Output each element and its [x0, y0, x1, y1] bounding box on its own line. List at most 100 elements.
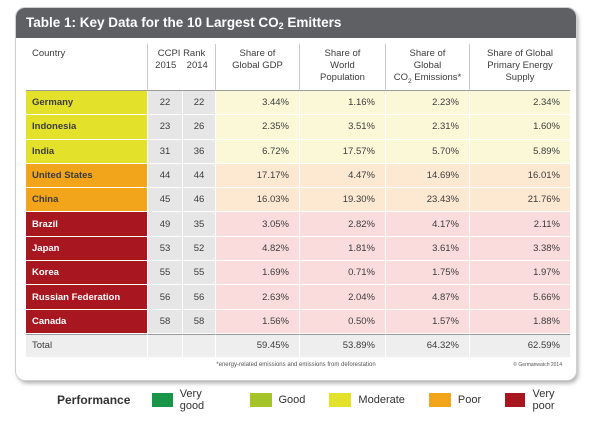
- cell-rank-2014: 35: [182, 212, 215, 237]
- cell-gdp: 1.69%: [215, 261, 299, 286]
- cell-country: Germany: [26, 91, 147, 116]
- table-row: Indonesia 23 26 2.35% 3.51% 2.31% 1.60%: [26, 115, 570, 140]
- total-rank-2015: [147, 333, 182, 358]
- cell-gdp: 3.44%: [215, 91, 299, 116]
- header-gdp-line2: Global GDP: [232, 60, 283, 71]
- cell-rank-2015: 58: [147, 309, 182, 334]
- cell-country: Korea: [26, 261, 147, 286]
- header-energy-line2: Primary Energy: [487, 60, 553, 71]
- cell-population: 4.47%: [299, 163, 385, 189]
- header-country: Country: [26, 44, 147, 91]
- legend-item-good: Good: [249, 388, 306, 412]
- cell-gdp: 17.17%: [215, 163, 299, 189]
- total-row: Total 59.45% 53.89% 64.32% 62.59%: [26, 333, 570, 358]
- table-row: India 31 36 6.72% 17.57% 5.70% 5.89%: [26, 139, 570, 164]
- cell-rank-2015: 53: [147, 236, 182, 262]
- emitters-table: Country CCPI Rank 2015 2014 Share of Glo…: [26, 44, 570, 358]
- credit: © Germanwatch 2014: [513, 362, 562, 368]
- cell-energy: 1.97%: [469, 261, 570, 286]
- legend-swatch: [152, 393, 173, 407]
- cell-gdp: 4.82%: [215, 236, 299, 262]
- total-emissions: 64.32%: [385, 333, 469, 358]
- legend-item-moderate: Moderate: [329, 388, 405, 412]
- cell-gdp: 2.35%: [215, 115, 299, 140]
- legend-label: Moderate: [358, 394, 405, 406]
- cell-emissions: 2.23%: [385, 91, 469, 116]
- cell-rank-2014: 58: [182, 309, 215, 334]
- cell-population: 1.81%: [299, 236, 385, 262]
- cell-rank-2014: 44: [182, 163, 215, 189]
- header-co2-line3: CO: [393, 72, 408, 83]
- cell-country: United States: [26, 163, 147, 189]
- header-year-2014: 2014: [186, 60, 208, 71]
- cell-energy: 2.11%: [469, 212, 570, 237]
- total-gdp: 59.45%: [215, 333, 299, 358]
- cell-rank-2014: 52: [182, 236, 215, 262]
- header-pop-line1: Share of: [324, 48, 361, 59]
- cell-rank-2015: 49: [147, 212, 182, 237]
- cell-rank-2014: 55: [182, 261, 215, 286]
- header-co2-line1: Share of: [409, 48, 446, 59]
- cell-population: 0.71%: [299, 261, 385, 286]
- legend-label: Good: [278, 394, 306, 406]
- cell-energy: 21.76%: [469, 188, 570, 213]
- cell-population: 1.16%: [299, 91, 385, 116]
- header-emissions: Share of Global CO2 Emissions*: [385, 44, 469, 91]
- cell-country: Indonesia: [26, 115, 147, 140]
- header-gdp-line1: Share of: [239, 48, 276, 59]
- cell-gdp: 1.56%: [215, 309, 299, 334]
- cell-emissions: 14.69%: [385, 163, 469, 189]
- legend-swatch: [249, 393, 272, 407]
- cell-energy: 16.01%: [469, 163, 570, 189]
- footnote: *energy-related emissions and emissions …: [216, 362, 376, 368]
- header-co2-sub: 2: [408, 77, 412, 85]
- table-row: Japan 53 52 4.82% 1.81% 3.61% 3.38%: [26, 236, 570, 262]
- cell-energy: 1.88%: [469, 309, 570, 334]
- table-title: Table 1: Key Data for the 10 Largest CO2…: [16, 8, 576, 38]
- cell-emissions: 5.70%: [385, 139, 469, 164]
- cell-gdp: 2.63%: [215, 285, 299, 310]
- header-pop-line2: World: [330, 60, 355, 71]
- cell-rank-2015: 23: [147, 115, 182, 140]
- header-energy-line3: Supply: [505, 72, 535, 83]
- header-energy-line1: Share of Global: [486, 48, 553, 59]
- table-row: China 45 46 16.03% 19.30% 23.43% 21.76%: [26, 188, 570, 213]
- total-energy: 62.59%: [469, 333, 570, 358]
- cell-population: 2.04%: [299, 285, 385, 310]
- cell-population: 17.57%: [299, 139, 385, 164]
- cell-emissions: 4.87%: [385, 285, 469, 310]
- cell-energy: 1.60%: [469, 115, 570, 140]
- header-population: Share of World Population: [299, 44, 385, 91]
- table-row: Korea 55 55 1.69% 0.71% 1.75% 1.97%: [26, 261, 570, 286]
- cell-population: 19.30%: [299, 188, 385, 213]
- cell-emissions: 1.75%: [385, 261, 469, 286]
- cell-energy: 3.38%: [469, 236, 570, 262]
- table-row: Russian Federation 56 56 2.63% 2.04% 4.87% 5.6…: [26, 285, 570, 310]
- cell-rank-2015: 22: [147, 91, 182, 116]
- header-ccpi-rank-label: CCPI Rank: [157, 48, 206, 59]
- table-row: Germany 22 22 3.44% 1.16% 2.23% 2.34%: [26, 91, 570, 116]
- cell-rank-2015: 55: [147, 261, 182, 286]
- header-row: Country CCPI Rank 2015 2014 Share of Glo…: [26, 44, 570, 91]
- cell-emissions: 1.57%: [385, 309, 469, 334]
- cell-country: China: [26, 188, 147, 213]
- cell-rank-2014: 26: [182, 115, 215, 140]
- table-row: Brazil 49 35 3.05% 2.82% 4.17% 2.11%: [26, 212, 570, 237]
- header-ccpi-rank: CCPI Rank 2015 2014: [147, 44, 215, 91]
- cell-gdp: 6.72%: [215, 139, 299, 164]
- cell-emissions: 23.43%: [385, 188, 469, 213]
- table-body: Germany 22 22 3.44% 1.16% 2.23% 2.34% Indonesia…: [26, 91, 570, 358]
- cell-gdp: 16.03%: [215, 188, 299, 213]
- cell-population: 2.82%: [299, 212, 385, 237]
- total-rank-2014: [182, 333, 215, 358]
- table-row: United States 44 44 17.17% 4.47% 14.69% 16.01%: [26, 163, 570, 189]
- legend-swatch: [428, 393, 451, 407]
- legend-label: Very poor: [532, 388, 555, 412]
- cell-emissions: 2.31%: [385, 115, 469, 140]
- legend-item-very-poor: Very poor: [505, 388, 576, 412]
- cell-country: India: [26, 139, 147, 164]
- legend-label: Very good: [179, 388, 205, 412]
- cell-country: Russian Federation: [26, 285, 147, 310]
- cell-emissions: 4.17%: [385, 212, 469, 237]
- performance-legend: Performance Very good Good Moderate Poor Ver…: [0, 388, 600, 412]
